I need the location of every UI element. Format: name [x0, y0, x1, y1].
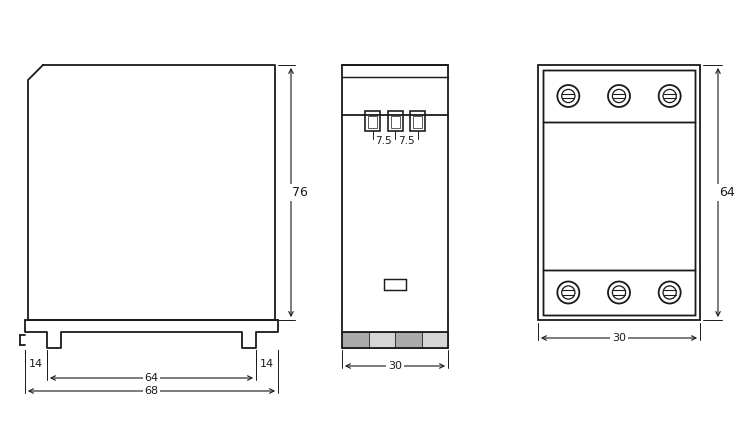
Bar [543, 70, 695, 122]
Bar [422, 332, 448, 348]
Bar [368, 332, 395, 348]
Text: 30: 30 [612, 333, 626, 343]
Text: 68: 68 [145, 386, 158, 396]
Bar [365, 111, 380, 131]
Bar [384, 279, 406, 290]
Bar [543, 122, 695, 270]
Bar [391, 116, 400, 128]
Text: 14: 14 [260, 359, 274, 369]
Text: 30: 30 [388, 361, 402, 371]
Bar [538, 65, 700, 320]
Bar [410, 111, 425, 131]
Bar [395, 332, 422, 348]
Text: 64: 64 [145, 373, 158, 383]
Bar [543, 270, 695, 315]
Bar [388, 111, 403, 131]
Bar [342, 332, 368, 348]
Text: 7.5: 7.5 [398, 136, 415, 146]
Text: 64: 64 [719, 186, 735, 199]
Text: 7.5: 7.5 [376, 136, 392, 146]
Bar [368, 116, 377, 128]
Bar [543, 70, 695, 315]
Text: 14: 14 [29, 359, 43, 369]
Text: 76: 76 [292, 186, 308, 199]
Bar [413, 116, 422, 128]
